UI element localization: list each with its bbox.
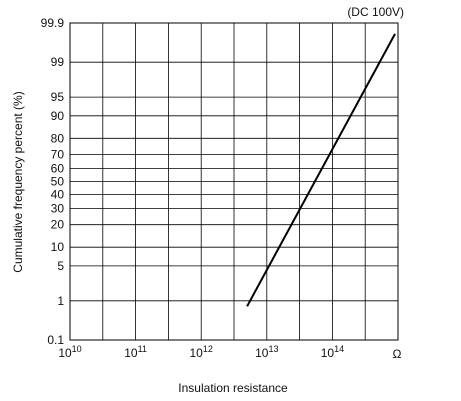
x-tick-label: 1011: [124, 344, 147, 360]
x-tick-label: 1012: [190, 344, 213, 360]
y-tick-label: 60: [51, 162, 65, 176]
y-tick-label: 99.9: [41, 16, 65, 30]
y-tick-label: 30: [51, 201, 65, 215]
y-tick-label: 20: [51, 218, 65, 232]
y-tick-label: 50: [51, 175, 65, 189]
x-axis-label: Insulation resistance: [178, 381, 288, 395]
y-tick-label: 5: [57, 259, 64, 273]
condition-note: (DC 100V): [347, 5, 404, 19]
y-tick-label: 40: [51, 188, 65, 202]
y-tick-label: 90: [51, 109, 65, 123]
grid: [69, 22, 399, 341]
series-layer: [246, 33, 396, 307]
x-tick-label: 1014: [321, 344, 344, 360]
x-tick-label: 1010: [58, 344, 81, 360]
y-tick-label: 1: [57, 294, 64, 308]
x-tick-label: 1013: [255, 344, 278, 360]
y-tick-label: 99: [51, 55, 65, 69]
y-tick-label: 0.1: [47, 333, 64, 347]
y-tick-label: 70: [51, 148, 65, 162]
series-line: [246, 33, 396, 307]
x-axis-unit: Ω: [393, 347, 402, 361]
y-axis-label: Cumulative frequency percent (%): [11, 91, 25, 272]
y-tick-label: 80: [51, 131, 65, 145]
y-tick-label: 10: [51, 240, 65, 254]
y-tick-label: 95: [51, 90, 65, 104]
